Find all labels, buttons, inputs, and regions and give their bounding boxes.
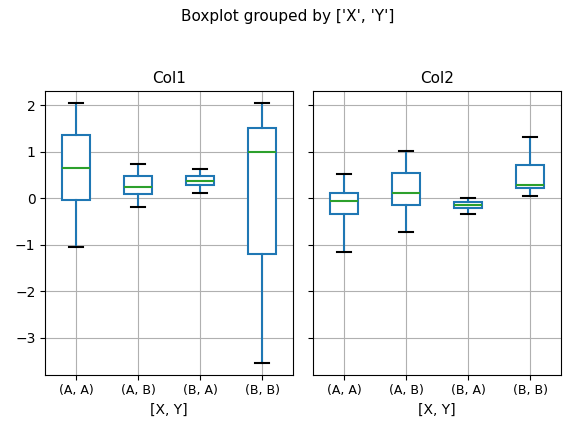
Text: Boxplot grouped by ['X', 'Y']: Boxplot grouped by ['X', 'Y'] (181, 9, 395, 24)
PathPatch shape (516, 165, 544, 188)
PathPatch shape (186, 176, 214, 185)
PathPatch shape (454, 202, 482, 208)
X-axis label: [X, Y]: [X, Y] (418, 403, 456, 417)
PathPatch shape (392, 172, 420, 205)
Title: Col1: Col1 (152, 71, 186, 86)
X-axis label: [X, Y]: [X, Y] (150, 403, 188, 417)
PathPatch shape (248, 128, 276, 254)
PathPatch shape (62, 135, 90, 200)
PathPatch shape (124, 176, 152, 194)
PathPatch shape (330, 194, 358, 214)
Title: Col2: Col2 (420, 71, 454, 86)
